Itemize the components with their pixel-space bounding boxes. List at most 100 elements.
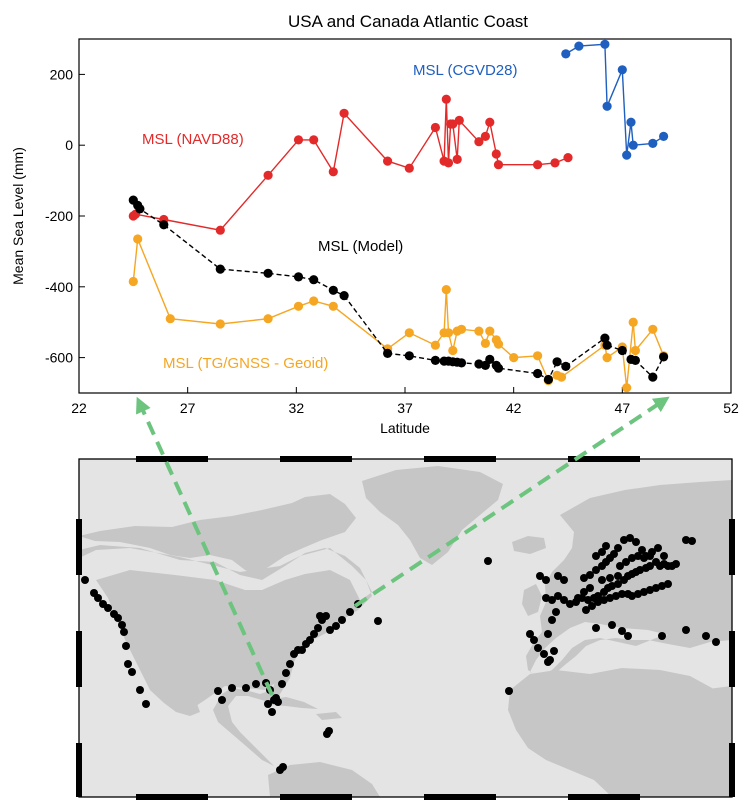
land-usa-interior <box>96 570 360 710</box>
station-dot <box>278 680 286 688</box>
station-dot <box>560 596 568 604</box>
arrow-north-end <box>353 396 670 608</box>
data-point <box>474 326 484 336</box>
station-dot <box>586 571 594 579</box>
data-point <box>533 160 543 170</box>
data-point <box>617 345 627 356</box>
data-point <box>293 135 304 145</box>
station-dot <box>218 696 226 704</box>
station-map <box>76 456 735 800</box>
x-axis-label: Latitude <box>380 420 430 436</box>
y-axis-label: Mean Sea Level (mm) <box>10 147 26 285</box>
data-point <box>339 291 349 301</box>
station-dot <box>282 669 290 677</box>
station-dot <box>128 668 136 676</box>
data-point <box>456 358 467 368</box>
station-dot <box>264 700 272 708</box>
data-point <box>533 368 543 379</box>
data-point <box>561 361 571 371</box>
data-point <box>215 225 225 235</box>
station-dot <box>120 628 128 636</box>
station-dot <box>286 660 294 668</box>
x-tick-label: 52 <box>723 400 739 416</box>
data-point <box>533 351 543 361</box>
station-dot <box>632 538 640 546</box>
station-dot <box>326 626 334 634</box>
data-point <box>493 160 504 170</box>
data-point <box>648 138 658 148</box>
data-point <box>293 301 304 311</box>
station-dot <box>142 700 150 708</box>
station-dot <box>560 576 568 584</box>
station-dot <box>654 544 662 552</box>
data-point <box>485 326 495 336</box>
data-point <box>563 153 573 163</box>
data-point <box>328 285 338 295</box>
station-dot <box>534 644 542 652</box>
data-point <box>430 340 440 350</box>
data-point <box>293 272 304 282</box>
data-point <box>404 163 414 173</box>
station-dot <box>310 630 318 638</box>
tide-gauge-stations <box>81 534 720 774</box>
station-dot <box>325 727 333 735</box>
station-dot <box>530 636 538 644</box>
x-tick-label: 22 <box>71 400 87 416</box>
data-point <box>128 276 138 287</box>
station-dot <box>592 552 600 560</box>
y-tick-label: -600 <box>45 350 73 366</box>
x-tick-label: 47 <box>615 400 631 416</box>
data-point <box>263 314 273 324</box>
data-point <box>339 108 349 118</box>
land-europe-interior <box>548 536 732 640</box>
station-dot <box>580 588 588 596</box>
data-point <box>648 372 658 382</box>
map-frame <box>76 456 735 800</box>
data-point <box>430 355 440 365</box>
data-point <box>165 314 175 324</box>
station-dot <box>592 566 600 574</box>
station-dot <box>272 694 280 702</box>
data-point <box>561 49 571 59</box>
station-dot <box>672 560 680 568</box>
station-dot <box>688 537 696 545</box>
station-dot <box>242 684 250 692</box>
station-dot <box>588 602 596 610</box>
data-point <box>493 339 504 349</box>
data-point <box>263 170 273 180</box>
data-point <box>452 154 462 164</box>
data-point <box>659 131 669 141</box>
station-dot <box>542 576 550 584</box>
station-dot <box>122 642 130 650</box>
series-label-tg-gnss-geoid: MSL (TG/GNSS - Geoid) <box>163 355 328 372</box>
station-dot <box>606 574 614 582</box>
data-point <box>159 220 169 230</box>
plot-frame <box>78 38 732 394</box>
station-dot <box>298 646 306 654</box>
data-point <box>485 117 495 127</box>
station-dot <box>548 616 556 624</box>
data-point <box>135 204 145 214</box>
station-dot <box>338 616 346 624</box>
x-tick-label: 27 <box>180 400 196 416</box>
series-layer <box>128 39 669 393</box>
data-point <box>309 275 319 285</box>
data-point <box>617 65 627 75</box>
data-point <box>485 354 495 364</box>
land-iceland <box>512 536 546 554</box>
station-dot <box>618 590 626 598</box>
station-dot <box>314 624 322 632</box>
series-label-navd88: MSL (NAVD88) <box>142 131 244 148</box>
map-landmasses <box>79 466 732 797</box>
data-point <box>328 167 338 177</box>
data-point <box>543 374 554 385</box>
station-dot <box>548 596 556 604</box>
station-dot <box>346 608 354 616</box>
data-point <box>404 328 414 338</box>
y-tick-label: -200 <box>45 208 73 224</box>
data-point <box>309 296 319 306</box>
station-dot <box>306 636 314 644</box>
data-point <box>456 324 467 334</box>
chart-title: USA and Canada Atlantic Coast <box>288 12 528 31</box>
series-1 <box>561 39 669 160</box>
